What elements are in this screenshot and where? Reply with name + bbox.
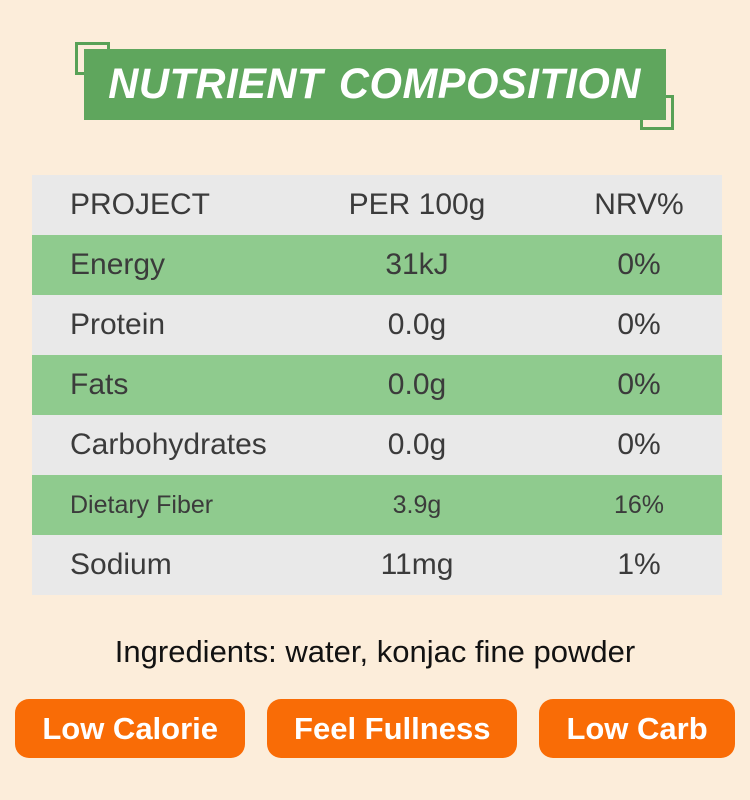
nutrient-nrv-value: 16%	[613, 490, 665, 519]
column-header-project: PROJECT	[70, 188, 211, 221]
nutrient-per100g-value: 0.0g	[387, 308, 447, 341]
column-header-nrv: NRV%	[594, 188, 684, 221]
badge-label: Feel Fullness	[294, 710, 491, 746]
table-body: Energy 31kJ 0% Protein 0.0g 0% Fats 0.0g…	[32, 235, 722, 595]
ingredients-text: Ingredients: water, konjac fine powder	[114, 634, 636, 669]
feature-badges: Low Calorie Feel Fullness Low Carb	[0, 699, 750, 758]
nutrient-nrv-value: 0%	[617, 308, 661, 341]
badge-low-carb: Low Carb	[539, 699, 735, 758]
table-row: Carbohydrates 0.0g 0%	[32, 415, 722, 475]
nutrient-per100g-value: 0.0g	[387, 368, 447, 401]
nutrient-name: Dietary Fiber	[70, 490, 214, 519]
nutrient-nrv-value: 1%	[617, 548, 661, 581]
nutrient-nrv-value: 0%	[617, 428, 661, 461]
badge-low-calorie: Low Calorie	[15, 699, 246, 758]
nutrient-name: Carbohydrates	[70, 428, 267, 461]
table-row: Energy 31kJ 0%	[32, 235, 722, 295]
nutrient-name: Protein	[70, 308, 166, 341]
section-title: NUTRIENT COMPOSITION	[108, 60, 642, 108]
nutrition-table: PROJECT PER 100g NRV% Energy 31kJ 0% Pro…	[32, 175, 722, 595]
nutrient-nrv-value: 0%	[617, 248, 661, 281]
table-row: Fats 0.0g 0%	[32, 355, 722, 415]
badge-feel-fullness: Feel Fullness	[267, 699, 518, 758]
badge-label: Low Calorie	[42, 710, 219, 746]
nutrient-per100g-value: 3.9g	[392, 490, 442, 519]
nutrient-per100g-value: 31kJ	[385, 248, 449, 281]
nutrient-per100g-value: 11mg	[380, 548, 454, 581]
nutrient-name: Sodium	[70, 548, 172, 581]
table-row: Dietary Fiber 3.9g 16%	[32, 475, 722, 535]
nutrient-name: Fats	[70, 368, 129, 401]
table-header-row: PROJECT PER 100g NRV%	[32, 175, 722, 235]
table-row: Sodium 11mg 1%	[32, 535, 722, 595]
nutrient-name: Energy	[70, 248, 166, 281]
table-row: Protein 0.0g 0%	[32, 295, 722, 355]
section-title-banner: NUTRIENT COMPOSITION	[84, 49, 666, 120]
nutrient-per100g-value: 0.0g	[387, 428, 447, 461]
nutrient-nrv-value: 0%	[617, 368, 661, 401]
badge-label: Low Carb	[566, 710, 708, 746]
column-header-per100g: PER 100g	[348, 188, 486, 221]
